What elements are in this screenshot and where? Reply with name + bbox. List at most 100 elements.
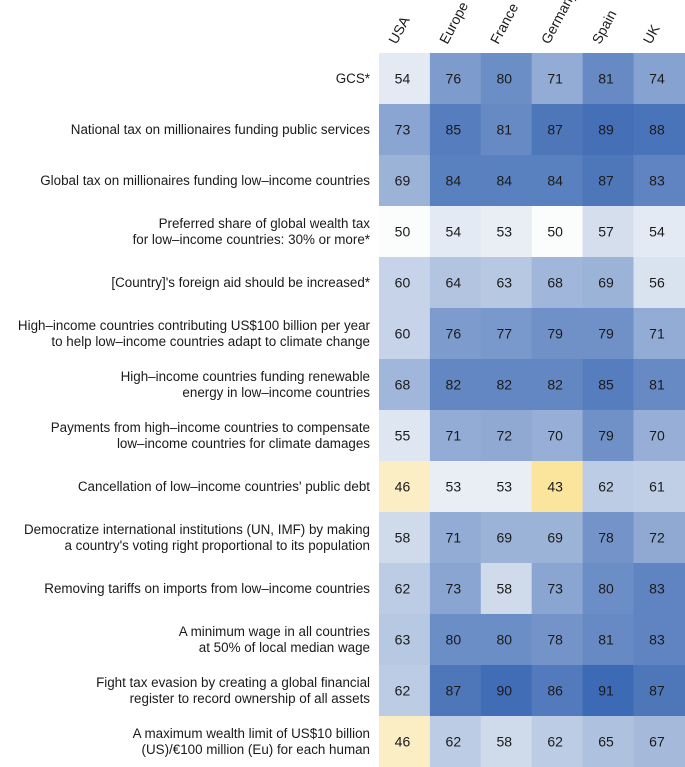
row-label: for low–income countries: 30% or more* (133, 232, 370, 247)
heatmap-cell (480, 461, 533, 513)
cell-value: 53 (446, 479, 462, 495)
cell-value: 87 (598, 173, 614, 189)
row-label: Preferred share of global wealth tax (159, 216, 371, 231)
cell-value: 69 (395, 173, 411, 189)
column-header-europe: Europe (436, 0, 471, 46)
heatmap-cell (379, 104, 431, 156)
heatmap-cell (582, 257, 635, 309)
heatmap-cell (429, 461, 482, 513)
heatmap-cell (480, 614, 533, 666)
cell-value: 62 (547, 734, 563, 750)
row-label: A minimum wage in all countries (179, 624, 371, 639)
heatmap-cell (582, 716, 635, 767)
cell-value: 54 (649, 224, 665, 240)
heatmap-cell (582, 53, 635, 105)
heatmap-cell (480, 359, 533, 411)
heatmap-cell (379, 155, 431, 207)
row-label: A maximum wealth limit of US$10 billion (133, 726, 370, 741)
cell-value: 77 (496, 326, 512, 342)
cell-value: 60 (395, 275, 411, 291)
cell-value: 54 (446, 224, 462, 240)
row-label: [Country]'s foreign aid should be increa… (111, 275, 370, 290)
heatmap-cell (429, 359, 482, 411)
heatmap-cell (531, 104, 584, 156)
cell-value: 89 (598, 122, 614, 138)
cell-value: 46 (395, 734, 411, 750)
row-label: Removing tariffs on imports from low–inc… (44, 581, 370, 596)
cell-value: 61 (649, 479, 665, 495)
heatmap-cell (429, 665, 482, 717)
cell-value: 82 (446, 377, 462, 393)
row-label: low–income countries for climate damages (117, 436, 370, 451)
row-label: Payments from high–income countries to c… (51, 420, 370, 435)
heatmap-cell (379, 410, 431, 462)
cell-value: 67 (649, 734, 665, 750)
heatmap-cell (633, 614, 685, 666)
heatmap-cell (633, 461, 685, 513)
cell-value: 50 (395, 224, 411, 240)
heatmap-cell (379, 308, 431, 360)
cell-value: 71 (649, 326, 665, 342)
heatmap-cell (379, 359, 431, 411)
heatmap-cell (379, 461, 431, 513)
heatmap-cell (379, 665, 431, 717)
heatmap-cell (379, 257, 431, 309)
heatmap-cell (429, 308, 482, 360)
cell-value: 53 (496, 479, 512, 495)
heatmap-cell (582, 104, 635, 156)
heatmap-cell (633, 563, 685, 615)
cell-value: 71 (446, 530, 462, 546)
cell-value: 85 (598, 377, 614, 393)
cell-value: 81 (598, 71, 614, 87)
row-label: to help low–income countries adapt to cl… (51, 334, 370, 349)
heatmap-cell (582, 512, 635, 564)
cell-value: 84 (496, 173, 512, 189)
cell-value: 81 (649, 377, 665, 393)
cell-value: 57 (598, 224, 614, 240)
cell-value: 87 (547, 122, 563, 138)
heatmap-cell (633, 359, 685, 411)
cell-value: 73 (547, 581, 563, 597)
cell-value: 72 (649, 530, 665, 546)
heatmap-cell (429, 206, 482, 258)
cell-value: 63 (496, 275, 512, 291)
cell-value: 80 (496, 71, 512, 87)
heatmap-cell (480, 563, 533, 615)
row-label: High–income countries contributing US$10… (18, 318, 371, 333)
heatmap-cell (531, 563, 584, 615)
cell-value: 50 (547, 224, 563, 240)
cell-value: 79 (598, 428, 614, 444)
heatmap-cell (480, 155, 533, 207)
column-header-uk: UK (639, 21, 663, 46)
cell-value: 87 (649, 683, 665, 699)
cell-value: 58 (496, 581, 512, 597)
heatmap-cell (480, 308, 533, 360)
heatmap-cell (633, 155, 685, 207)
heatmap-cell (633, 410, 685, 462)
cell-value: 58 (496, 734, 512, 750)
cell-value: 55 (395, 428, 411, 444)
cell-value: 71 (547, 71, 563, 87)
cell-value: 62 (395, 683, 411, 699)
heatmap-cell (379, 614, 431, 666)
heatmap-cell (480, 53, 533, 105)
heatmap-cell (480, 512, 533, 564)
cell-value: 64 (446, 275, 462, 291)
row-label: GCS* (336, 71, 370, 86)
heatmap-cell (429, 53, 482, 105)
row-label: National tax on millionaires funding pub… (71, 122, 371, 137)
heatmap-cell (429, 155, 482, 207)
cell-value: 81 (598, 632, 614, 648)
heatmap-cell (480, 104, 533, 156)
cell-value: 80 (446, 632, 462, 648)
row-label: High–income countries funding renewable (121, 369, 370, 384)
cell-value: 65 (598, 734, 614, 750)
cell-value: 54 (395, 71, 411, 87)
cell-value: 46 (395, 479, 411, 495)
heatmap-cell (480, 410, 533, 462)
heatmap-cell (531, 614, 584, 666)
heatmap-cell (480, 257, 533, 309)
heatmap-cell (582, 155, 635, 207)
cell-value: 69 (547, 530, 563, 546)
heatmap-cell (582, 665, 635, 717)
